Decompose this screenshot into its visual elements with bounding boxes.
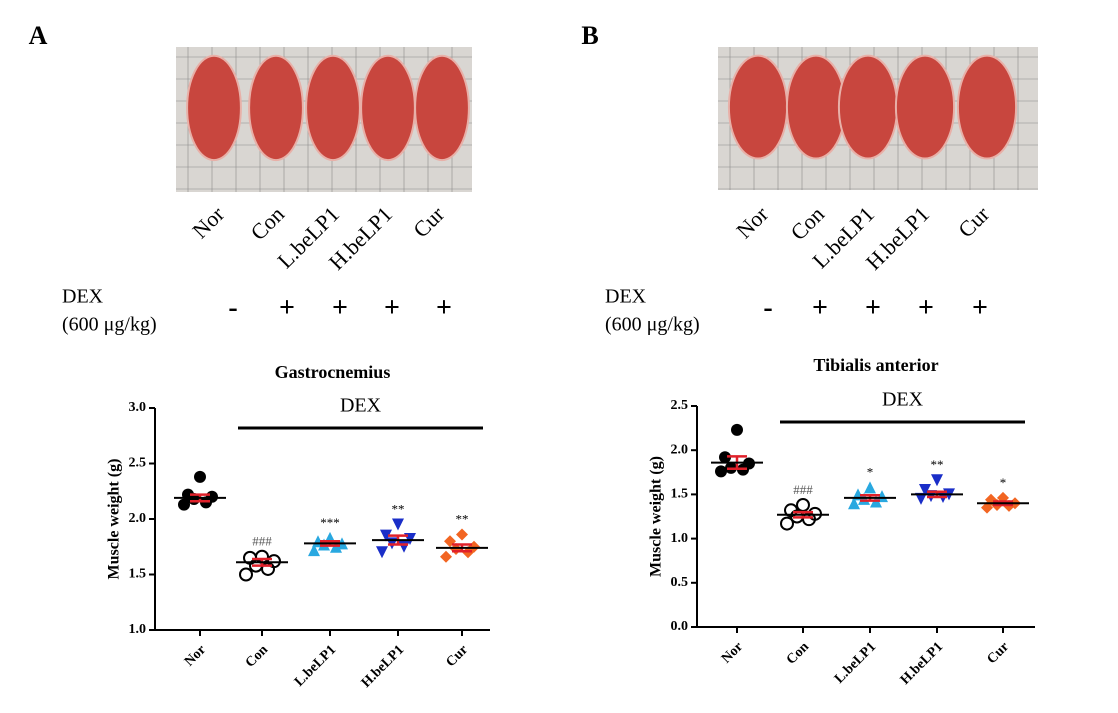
y-tick-label: 0.5: [671, 575, 689, 590]
data-point: [308, 544, 320, 557]
x-tick-label: Nor: [182, 642, 209, 669]
y-tick-label: 1.5: [671, 487, 689, 502]
significance: ***: [320, 515, 340, 530]
chart-title: Gastrocnemius: [275, 362, 391, 382]
y-tick-label: 0.0: [671, 619, 689, 634]
muscle-sample: [837, 54, 899, 160]
data-point: [915, 492, 927, 505]
significance: ###: [793, 482, 813, 497]
y-axis-label: Muscle weight (g): [648, 456, 665, 577]
x-tick-label: Cur: [443, 642, 471, 670]
y-tick-label: 3.0: [129, 400, 147, 415]
x-tick-label: Con: [243, 642, 271, 670]
y-tick-label: 1.0: [129, 622, 147, 637]
data-point: [376, 546, 388, 559]
data-point: [876, 490, 888, 503]
panel-letter: B: [581, 21, 598, 50]
photo-label: Nor: [731, 201, 773, 243]
treatment-sign: +: [384, 292, 400, 323]
significance: *: [867, 464, 874, 479]
data-point: [239, 567, 253, 582]
treatment-sign: +: [865, 292, 881, 323]
x-tick-label: L.beLP1: [832, 639, 879, 686]
y-axis-label: Muscle weight (g): [106, 459, 123, 580]
y-tick-label: 2.0: [129, 511, 147, 526]
treatment-dose: (600 μg/kg): [605, 314, 700, 336]
photo-label: Con: [785, 201, 829, 245]
treatment-sign: +: [972, 292, 988, 323]
muscle-sample: [956, 54, 1018, 160]
data-point: [780, 516, 794, 531]
data-point: [398, 540, 410, 553]
x-tick-label: Cur: [984, 639, 1012, 667]
treatment-label: DEX: [605, 286, 647, 308]
data-point: [392, 518, 404, 531]
treatment-sign: +: [279, 292, 295, 323]
data-point: [848, 497, 860, 510]
data-point: [440, 550, 452, 563]
significance: ###: [252, 534, 272, 549]
photo-label: Cur: [953, 201, 994, 242]
y-tick-label: 2.0: [671, 442, 689, 457]
data-point: [194, 470, 206, 483]
treatment-sign: +: [812, 292, 828, 323]
data-point: [919, 483, 931, 496]
significance: **: [931, 457, 944, 472]
muscle-sample: [785, 54, 847, 160]
photo-label: Cur: [408, 201, 449, 242]
photo-label: Nor: [187, 201, 229, 243]
x-tick-label: Con: [784, 639, 812, 667]
muscle-sample: [360, 54, 416, 162]
data-point: [931, 474, 943, 487]
data-point: [719, 451, 731, 464]
treatment-sign: +: [332, 292, 348, 323]
y-tick-label: 1.5: [129, 567, 147, 582]
y-tick-label: 1.0: [671, 531, 689, 546]
data-point: [981, 501, 993, 514]
data-point: [796, 498, 810, 513]
data-point: [731, 423, 743, 436]
treatment-sign: -: [228, 292, 237, 323]
y-tick-label: 2.5: [671, 398, 689, 413]
treatment-dose: (600 μg/kg): [62, 314, 157, 336]
data-point: [178, 498, 190, 511]
bracket-label: DEX: [882, 389, 924, 411]
chart-title: Tibialis anterior: [813, 355, 938, 375]
x-tick-label: L.beLP1: [292, 642, 339, 689]
panel-letter: A: [29, 21, 48, 50]
significance: **: [456, 512, 469, 527]
treatment-label: DEX: [62, 286, 104, 308]
photo-label: Con: [245, 201, 289, 245]
bracket-label: DEX: [340, 395, 382, 417]
significance: *: [1000, 475, 1007, 490]
muscle-sample: [305, 54, 361, 162]
treatment-sign: +: [436, 292, 452, 323]
x-tick-label: Nor: [719, 639, 746, 666]
muscle-sample: [414, 54, 470, 162]
data-point: [864, 481, 876, 494]
data-point: [456, 528, 468, 541]
muscle-sample: [894, 54, 956, 160]
data-point: [380, 529, 392, 542]
muscle-sample: [248, 54, 304, 162]
treatment-sign: -: [763, 292, 772, 323]
y-tick-label: 2.5: [129, 456, 147, 471]
x-tick-label: H.beLP1: [898, 639, 946, 687]
significance: **: [392, 502, 405, 517]
muscle-sample: [727, 54, 789, 160]
muscle-sample: [186, 54, 242, 162]
treatment-sign: +: [918, 292, 934, 323]
x-tick-label: H.beLP1: [359, 642, 407, 690]
data-point: [715, 465, 727, 478]
